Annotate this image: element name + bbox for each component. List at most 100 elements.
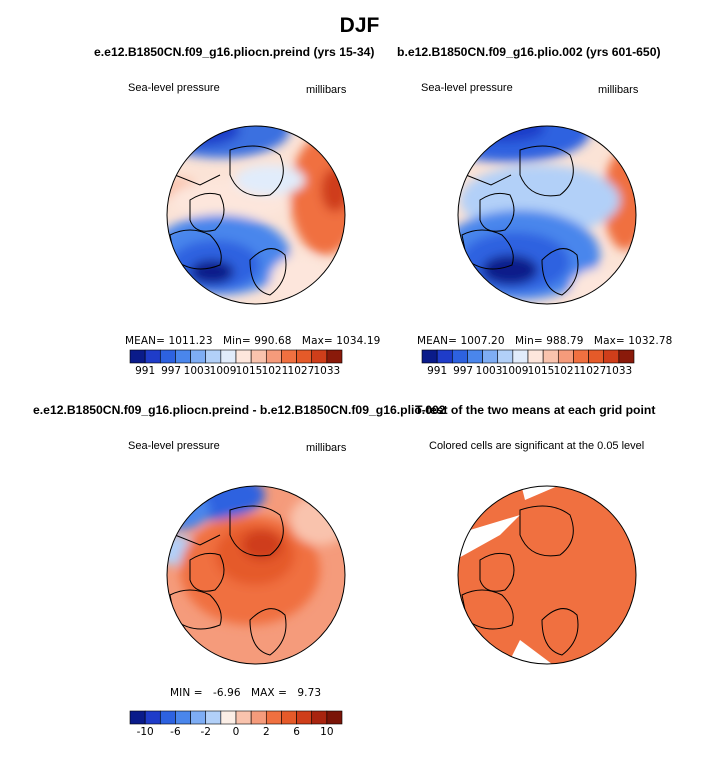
panel2-colorbar-tick-label: 1027 — [579, 365, 607, 377]
panel1-colorbar-tick-label: 991 — [135, 365, 156, 377]
panel3-colorbar-box — [235, 710, 252, 725]
panel1-colorbar-box — [159, 349, 176, 364]
panel2-colorbar-tick-label: 997 — [453, 365, 474, 377]
panel1-colorbar-tick-label: 1033 — [313, 365, 341, 377]
panel1-max-label: Max= — [301, 335, 333, 347]
panel2-colorbar-tick-label: 1003 — [475, 365, 503, 377]
panel2-stats: MEAN= 1007.20 Min= 988.79 Max= 1032.78 — [417, 335, 672, 347]
panel1-colorbar-tick-label: 1027 — [287, 365, 315, 377]
panel2-colorbar-tick-label: 1021 — [553, 365, 581, 377]
panel1-min-value: 990.68 — [254, 335, 292, 347]
panel1-colorbar-box — [281, 349, 297, 364]
panel4-significance-label: Colored cells are significant at the 0.0… — [429, 440, 645, 452]
panel3-colorbar-box — [159, 710, 176, 725]
panel1-units-label: millibars — [306, 84, 347, 96]
panel1-map — [167, 126, 345, 304]
panel3-units-label: millibars — [306, 442, 347, 454]
panel3-colorbar-box — [326, 710, 343, 725]
panel2-map-border — [457, 125, 637, 305]
panel4-significant-region — [458, 486, 636, 664]
panel4-title: T-test of the two means at each grid poi… — [415, 403, 656, 417]
panel2-colorbar-box — [497, 349, 514, 364]
panel2-max-value: 1032.78 — [628, 335, 673, 347]
panel3-colorbar-box — [250, 710, 267, 725]
panel3-colorbar-tick-label: 0 — [232, 726, 240, 738]
panel1-map-border — [166, 125, 346, 305]
panel1-colorbar-box — [190, 349, 207, 364]
panel1-min-label: Min= — [222, 335, 251, 347]
panel1-stats: MEAN= 1011.23 Min= 990.68 Max= 1034.19 — [125, 335, 380, 347]
panel3-colorbar-tick-label: -10 — [136, 726, 154, 738]
panel3-map — [167, 486, 345, 664]
panel2-colorbar-box — [573, 349, 589, 364]
panel3-variable-label: Sea-level pressure — [128, 440, 220, 452]
panel2-title: b.e12.B1850CN.f09_g16.plio.002 (yrs 601-… — [397, 45, 661, 59]
panel3-colorbar-box — [175, 710, 191, 725]
panel2-colorbar-tick-label: 1033 — [605, 365, 633, 377]
panel2-colorbar-box — [482, 349, 499, 364]
panel2-units-label: millibars — [598, 84, 639, 96]
panel3-min-label: MIN = — [170, 687, 203, 699]
panel1-max-value: 1034.19 — [336, 335, 381, 347]
panel2-colorbar-box — [542, 349, 559, 364]
panel1-colorbar-box — [311, 349, 328, 364]
panel2-variable-label: Sea-level pressure — [421, 82, 513, 94]
panel1-colorbar-box — [235, 349, 252, 364]
panel1-colorbar-box — [175, 349, 191, 364]
panel1-title: e.e12.B1850CN.f09_g16.pliocn.preind (yrs… — [94, 45, 375, 59]
panel1-colorbar-box — [144, 349, 161, 364]
panel2-colorbar-box — [451, 349, 468, 364]
panel3-colorbar-tick-label: -2 — [200, 726, 211, 738]
panel1-colorbar-box — [296, 349, 313, 364]
panel1-colorbar-box — [205, 349, 222, 364]
panel3-title: e.e12.B1850CN.f09_g16.pliocn.preind - b.… — [33, 403, 446, 417]
panel3-colorbar-box — [190, 710, 207, 725]
panel3-colorbar-box — [265, 710, 282, 725]
panel1-colorbar-box — [220, 349, 237, 364]
panel3-colorbar-box — [220, 710, 237, 725]
panel1-colorbar-ticks: 991 997 1003 1009 1015 1021 1027 1033 — [0, 365, 719, 379]
panel3-map-border — [166, 485, 346, 665]
panel1-colorbar-tick-label: 1003 — [183, 365, 211, 377]
panel1-mean-label: MEAN= — [125, 335, 166, 347]
panel3-colorbar-box — [205, 710, 222, 725]
panel3-colorbar-box — [144, 710, 161, 725]
panel1-colorbar-tick-label: 1015 — [235, 365, 263, 377]
panel2-colorbar-tick-label: 1015 — [527, 365, 555, 377]
panel2-colorbar-box — [618, 349, 635, 364]
panel1-colorbar-box — [326, 349, 343, 364]
panel2-min-label: Min= — [514, 335, 543, 347]
panel1-mean-value: 1011.23 — [168, 335, 213, 347]
panel3-min-value: -6.96 — [212, 687, 241, 699]
panel3-colorbar-box — [281, 710, 297, 725]
panel4-map — [458, 486, 636, 664]
panel2-colorbar-tick-label: 991 — [427, 365, 448, 377]
panel3-max-value: 9.73 — [297, 687, 322, 699]
panel1-colorbar-tick-label: 1009 — [209, 365, 237, 377]
panel1-colorbar-tick-label: 1021 — [261, 365, 289, 377]
panel2-colorbar-box — [527, 349, 544, 364]
panel2-colorbar-box — [588, 349, 605, 364]
panel3-stats: MIN = -6.96 MAX = 9.73 — [170, 687, 321, 699]
panel2-colorbar-box — [467, 349, 483, 364]
panel1-colorbar-box — [129, 349, 146, 364]
panel3-colorbar-box — [296, 710, 313, 725]
panel3-colorbar-ticks: -10 -6 -2 0 2 6 10 — [0, 726, 719, 740]
panel2-colorbar-box — [512, 349, 529, 364]
panel1-colorbar-box — [250, 349, 267, 364]
panel1-colorbar-box — [265, 349, 282, 364]
panel3-colorbar-tick-label: 6 — [293, 726, 300, 738]
panel4-map-border — [457, 485, 637, 665]
panel1-colorbar-tick-label: 997 — [161, 365, 182, 377]
panel2-min-value: 988.79 — [546, 335, 584, 347]
panel2-colorbar-tick-label: 1009 — [501, 365, 529, 377]
panel2-colorbar-ticks: 991 997 1003 1009 1015 1021 1027 1033 — [0, 365, 719, 379]
panel2-colorbar-box — [436, 349, 453, 364]
panel3-colorbar-tick-label: -6 — [170, 726, 181, 738]
panel3-colorbar-box — [129, 710, 146, 725]
panel3-colorbar-tick-label: 10 — [320, 726, 334, 738]
panel2-colorbar-box — [421, 349, 438, 364]
panel3-max-label: MAX = — [250, 687, 288, 699]
panel2-colorbar-box — [603, 349, 620, 364]
